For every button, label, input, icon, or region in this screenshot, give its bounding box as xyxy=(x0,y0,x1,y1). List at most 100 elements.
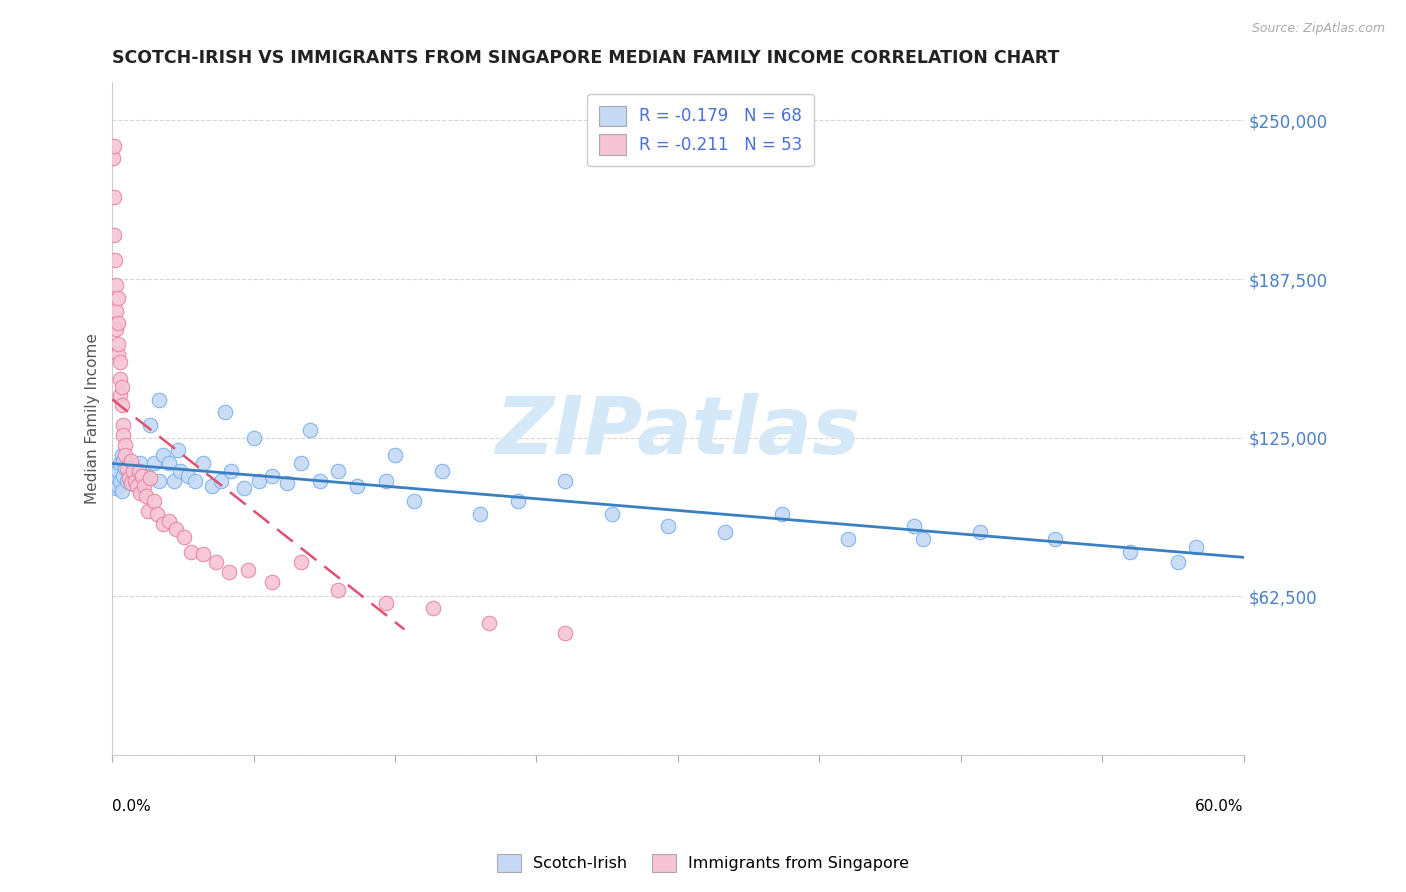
Point xyxy=(129,456,152,470)
Legend: R = -0.179   N = 68, R = -0.211   N = 53: R = -0.179 N = 68, R = -0.211 N = 53 xyxy=(588,94,814,167)
Y-axis label: Median Family Income: Median Family Income xyxy=(86,334,100,504)
Point xyxy=(108,372,131,386)
Point xyxy=(110,398,132,412)
Point xyxy=(107,479,129,493)
Point xyxy=(218,565,240,579)
Point xyxy=(478,615,501,630)
Point xyxy=(107,347,129,361)
Point xyxy=(114,461,136,475)
Point xyxy=(108,474,131,488)
Point xyxy=(165,522,187,536)
Point xyxy=(125,464,148,478)
Point xyxy=(139,417,162,432)
Point xyxy=(103,189,125,203)
Point xyxy=(118,456,141,470)
Point xyxy=(110,380,132,394)
Point xyxy=(214,405,236,419)
Point xyxy=(148,392,170,407)
Point xyxy=(125,479,148,493)
Point xyxy=(299,423,322,437)
Point xyxy=(554,626,576,640)
Point xyxy=(142,456,165,470)
Point xyxy=(101,152,124,166)
Point xyxy=(167,443,190,458)
Point xyxy=(211,474,233,488)
Text: 60.0%: 60.0% xyxy=(1195,798,1244,814)
Point xyxy=(124,474,146,488)
Point xyxy=(328,582,350,597)
Point xyxy=(600,507,623,521)
Point xyxy=(152,516,174,531)
Point xyxy=(107,336,129,351)
Point xyxy=(176,468,198,483)
Point xyxy=(506,494,529,508)
Point xyxy=(402,494,425,508)
Point xyxy=(120,476,142,491)
Point xyxy=(121,458,143,473)
Point xyxy=(1167,555,1189,569)
Point xyxy=(114,449,136,463)
Point xyxy=(124,474,146,488)
Point xyxy=(328,464,350,478)
Point xyxy=(121,464,143,478)
Point xyxy=(108,387,131,401)
Point xyxy=(1119,545,1142,559)
Point xyxy=(103,138,125,153)
Point xyxy=(136,504,159,518)
Point xyxy=(173,530,195,544)
Point xyxy=(108,354,131,368)
Point xyxy=(308,474,330,488)
Point xyxy=(191,456,214,470)
Point xyxy=(157,515,180,529)
Point xyxy=(134,479,156,493)
Point xyxy=(107,317,129,331)
Point xyxy=(112,468,135,483)
Point xyxy=(374,474,396,488)
Point xyxy=(1043,532,1066,546)
Point xyxy=(112,428,135,442)
Point xyxy=(104,252,127,267)
Point xyxy=(120,476,142,491)
Point xyxy=(837,532,859,546)
Point xyxy=(115,474,138,488)
Point xyxy=(112,417,135,432)
Point xyxy=(276,476,298,491)
Point xyxy=(131,468,153,483)
Point xyxy=(128,479,150,493)
Point xyxy=(104,321,127,335)
Point xyxy=(346,479,368,493)
Point xyxy=(135,468,157,483)
Point xyxy=(104,278,127,293)
Point xyxy=(242,431,264,445)
Point xyxy=(107,464,129,478)
Point xyxy=(104,468,127,483)
Point xyxy=(430,464,453,478)
Point xyxy=(114,438,136,452)
Point xyxy=(374,596,396,610)
Point xyxy=(110,449,132,463)
Point xyxy=(148,474,170,488)
Point xyxy=(128,464,150,478)
Legend: Scotch-Irish, Immigrants from Singapore: Scotch-Irish, Immigrants from Singapore xyxy=(489,847,917,880)
Point xyxy=(139,471,162,485)
Point xyxy=(184,474,207,488)
Point xyxy=(422,600,444,615)
Point xyxy=(191,548,214,562)
Point xyxy=(157,456,180,470)
Point xyxy=(201,479,224,493)
Point xyxy=(142,494,165,508)
Point xyxy=(120,453,142,467)
Point xyxy=(152,449,174,463)
Point xyxy=(169,464,191,478)
Point xyxy=(146,507,169,521)
Point xyxy=(911,532,934,546)
Point xyxy=(384,449,406,463)
Point xyxy=(108,456,131,470)
Point xyxy=(107,291,129,305)
Point xyxy=(104,303,127,318)
Point xyxy=(104,482,127,496)
Point xyxy=(131,474,153,488)
Point xyxy=(290,456,312,470)
Point xyxy=(118,471,141,485)
Point xyxy=(290,555,312,569)
